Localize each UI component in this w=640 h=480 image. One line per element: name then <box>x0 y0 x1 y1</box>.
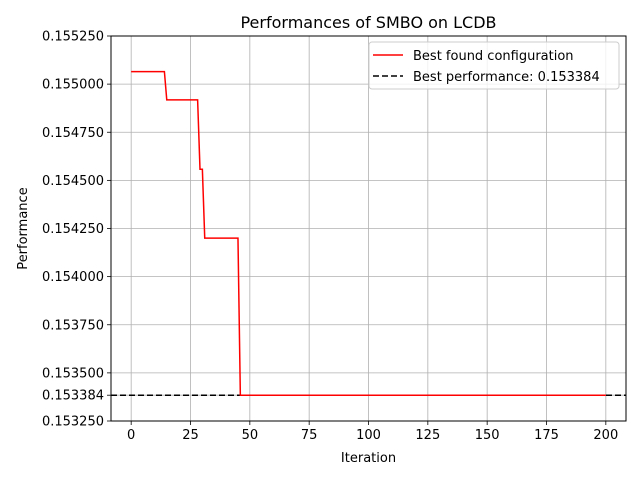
x-tick-label: 25 <box>182 428 199 443</box>
ticks: 0 25 50 75 100 125 150 175 200 0.153250 0.153384 0.… <box>42 30 618 444</box>
y-tick-label: 0.153250 <box>42 415 104 430</box>
series-line-best-found <box>131 70 606 396</box>
x-tick-label: 0 <box>127 428 135 443</box>
y-axis-label: Performance <box>16 187 31 269</box>
x-tick-label: 100 <box>356 428 381 443</box>
plot-area <box>111 70 626 396</box>
y-tick-label: 0.154500 <box>42 174 104 189</box>
x-tick-label: 150 <box>475 428 500 443</box>
y-tick-label: 0.154000 <box>42 270 104 285</box>
x-axis-label: Iteration <box>341 451 396 466</box>
x-tick-label: 175 <box>534 428 559 443</box>
legend: Best found configuration Best performanc… <box>368 41 620 90</box>
y-tick-label: 0.153500 <box>42 366 104 381</box>
legend-label-best-found: Best found configuration <box>413 49 574 64</box>
y-tick-label: 0.154250 <box>42 222 104 237</box>
y-tick-label: 0.153384 <box>42 389 104 404</box>
x-tick-label: 50 <box>242 428 259 443</box>
x-tick-label: 125 <box>415 428 440 443</box>
legend-label-best-performance: Best performance: 0.153384 <box>413 70 600 85</box>
chart-title: Performances of SMBO on LCDB <box>240 13 496 32</box>
y-tick-label: 0.154750 <box>42 126 104 141</box>
x-tick-label: 200 <box>593 428 618 443</box>
legend-box <box>368 41 620 90</box>
y-tick-label: 0.153750 <box>42 318 104 333</box>
y-tick-label: 0.155000 <box>42 78 104 93</box>
y-tick-label: 0.155250 <box>42 30 104 45</box>
x-tick-label: 75 <box>301 428 318 443</box>
